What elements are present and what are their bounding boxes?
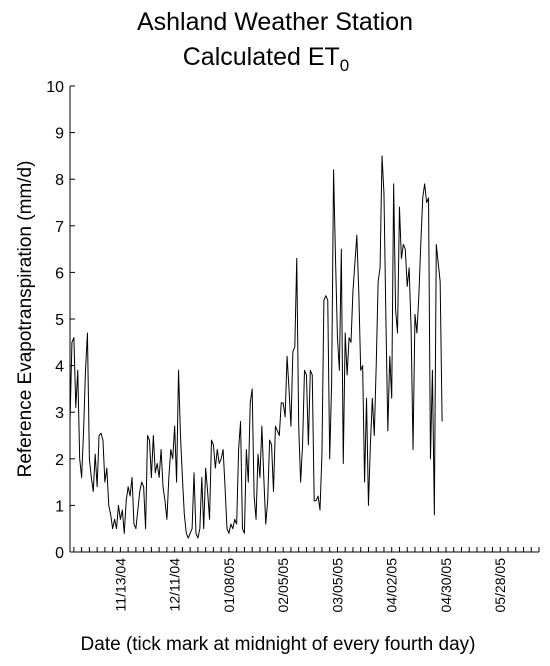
chart-title-line2: Calculated ET0	[183, 43, 350, 75]
x-axis-label: Date (tick mark at midnight of every fou…	[81, 634, 476, 655]
y-tick-label: 9	[55, 126, 64, 143]
chart-title-et: Calculated ET	[183, 43, 340, 71]
x-axis-ticks: 11/13/04 12/11/04 01/08/05 02/05/05 03/05/05…	[73, 547, 540, 613]
y-tick-label: 7	[55, 219, 64, 236]
y-tick-label: 10	[46, 79, 64, 96]
x-tick-label: 11/13/04	[112, 558, 128, 612]
y-tick-label: 4	[55, 359, 64, 376]
x-tick-label: 04/02/05	[384, 558, 400, 613]
y-tick-label: 8	[55, 172, 64, 189]
y-tick-label: 3	[55, 405, 64, 422]
x-tick-label: 12/11/04	[167, 558, 183, 612]
y-tick-label: 1	[55, 498, 64, 515]
x-tick-label: 05/28/05	[492, 558, 508, 613]
y-tick-label: 0	[55, 545, 64, 562]
y-tick-label: 2	[55, 452, 64, 469]
series-line	[69, 155, 443, 539]
y-axis-ticks: 0 1 2 3 4 5 6 7 8 9 10	[46, 79, 75, 562]
x-tick-label: 01/08/05	[221, 558, 237, 613]
series-layer	[69, 155, 443, 539]
chart-title-subscript: 0	[340, 56, 349, 75]
y-tick-label: 6	[55, 265, 64, 282]
y-axis-label: Reference Evapotranspiration (mm/d)	[15, 161, 36, 478]
y-tick-label: 5	[55, 312, 64, 329]
x-tick-label: 04/30/05	[438, 558, 454, 613]
plot-area: 0 1 2 3 4 5 6 7 8 9 10 11/13/04 12/11/04 01/08/05 02/…	[46, 79, 540, 613]
chart-title-line1: Ashland Weather Station	[137, 8, 413, 36]
x-tick-label: 03/05/05	[329, 558, 345, 613]
x-tick-label: 02/05/05	[275, 558, 291, 613]
